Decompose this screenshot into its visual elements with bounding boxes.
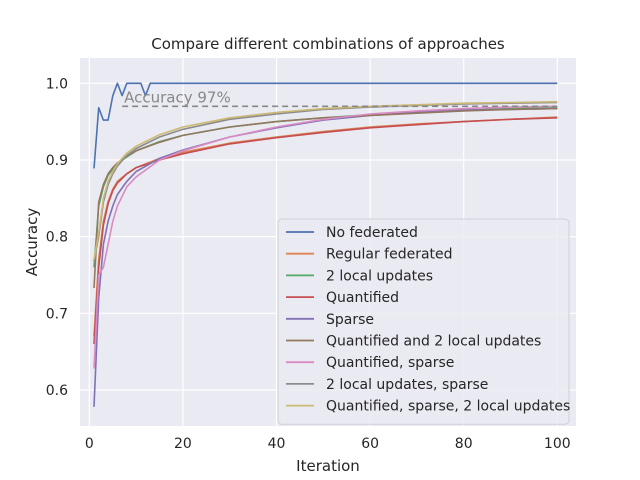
x-tick-label: 80 [455,436,473,452]
y-axis-label: Accuracy [23,208,41,277]
series-line-0 [93,82,558,169]
legend-label-7: 2 local updates, sparse [326,377,488,393]
legend-label-8: Quantified, sparse, 2 local updates [326,399,570,415]
accuracy-annotation: Accuracy 97% [122,88,558,108]
legend-box [277,218,570,425]
legend-label-2: 2 local updates [326,268,433,284]
x-tick-label: 40 [268,436,286,452]
series-line-3 [93,117,558,345]
y-tick-label: 0.6 [46,383,68,399]
x-tick-label: 100 [544,436,571,452]
series-line-5 [93,107,558,289]
legend-label-0: No federated [326,225,418,241]
series-lines [93,82,558,407]
legend-label-6: Quantified, sparse [326,355,454,371]
x-tick-label: 60 [361,436,379,452]
series-line-6 [93,105,558,369]
legend-label-5: Quantified and 2 local updates [326,334,541,350]
legend-label-1: Regular federated [326,247,453,263]
x-tick-label: 20 [174,436,192,452]
y-tick-label: 0.7 [46,306,68,322]
x-tick-label: 0 [85,436,94,452]
chart-title: Compare different combinations of approa… [151,35,505,53]
legend-label-4: Sparse [326,312,374,328]
accuracy-annotation-label: Accuracy 97% [124,88,231,106]
series-line-8 [93,100,558,260]
legend-label-3: Quantified [326,290,399,306]
y-tick-label: 0.9 [46,153,68,169]
y-tick-label: 1.0 [46,76,68,92]
x-axis-label: Iteration [296,457,360,475]
axis-ticks: 0 20 40 60 80 100 0.6 0.7 0.8 0.9 1.0 [46,76,571,452]
legend: No federated Regular federated 2 local upd… [277,218,570,425]
y-tick-label: 0.8 [46,230,68,246]
